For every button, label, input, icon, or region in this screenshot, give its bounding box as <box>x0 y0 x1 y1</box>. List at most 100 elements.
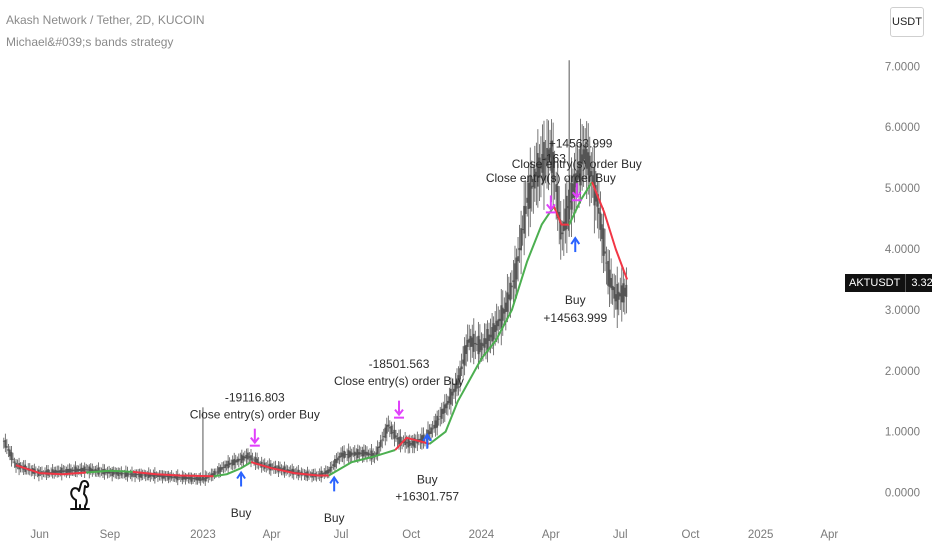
candle-body <box>553 176 556 180</box>
candle-body <box>88 466 91 474</box>
buy-arrow-head-icon <box>329 475 340 484</box>
candle-body <box>564 208 567 231</box>
candle-body <box>503 309 506 314</box>
candle-body <box>201 478 204 480</box>
candle-body <box>149 473 152 477</box>
candle-body <box>375 452 378 457</box>
candle-body <box>434 420 437 429</box>
candle-body <box>172 476 175 478</box>
band-segment <box>328 449 396 477</box>
candle-body <box>279 467 281 471</box>
candle-body <box>561 232 564 235</box>
candle-body <box>85 469 88 471</box>
x-tick-label: Jun <box>30 529 49 541</box>
candle-body <box>291 468 294 475</box>
candle-body <box>62 470 65 473</box>
candle-body <box>143 474 146 476</box>
candle-body <box>164 475 167 477</box>
y-tick-label: 4.0000 <box>885 244 920 256</box>
candle-body <box>352 453 355 455</box>
candle-body <box>399 436 402 446</box>
currency-unit-button[interactable]: USDT <box>890 7 924 37</box>
candle-body <box>5 446 8 448</box>
candle-body <box>193 477 196 480</box>
candle-body <box>604 251 606 254</box>
candle-body <box>366 451 368 456</box>
candle-body <box>76 468 78 472</box>
candle-body <box>337 457 339 461</box>
candle-body <box>498 318 501 322</box>
candle-body <box>500 305 503 329</box>
candle-body <box>501 307 504 321</box>
candle-body <box>385 424 388 434</box>
candle-body <box>392 432 394 433</box>
candle-body <box>573 173 576 198</box>
candle-body <box>50 472 53 473</box>
candle-body <box>91 469 94 472</box>
candle-body <box>215 472 217 474</box>
candle-body <box>124 470 127 477</box>
band-segment <box>394 436 430 451</box>
candle-body <box>419 438 422 442</box>
candle-body <box>512 280 515 282</box>
y-tick-label: 0.0000 <box>885 488 920 500</box>
candle-body <box>128 473 130 475</box>
candle-body <box>541 153 544 173</box>
candle-body <box>132 474 135 476</box>
x-tick-label: Apr <box>263 529 281 541</box>
candle-body <box>163 473 165 479</box>
buy-arrow-head-icon <box>236 470 246 480</box>
candle-body <box>459 368 461 380</box>
markers-layer <box>236 183 582 492</box>
candle-body <box>213 470 216 477</box>
candle-body <box>388 427 391 429</box>
candle-body <box>222 467 225 468</box>
candle-body <box>280 468 283 470</box>
candle-body <box>449 388 452 405</box>
band-segment <box>86 469 133 474</box>
candle-body <box>242 455 245 461</box>
candle-body <box>468 338 471 343</box>
candle-body <box>221 467 223 470</box>
candle-body <box>231 459 234 466</box>
candle-body <box>572 183 574 198</box>
candle-body <box>350 452 353 456</box>
annotations-layer: Buy -19116.803 Close entry(s) order Buy Buy… <box>190 136 642 525</box>
candle-body <box>341 452 344 457</box>
candle-body <box>240 454 243 463</box>
candle-body <box>192 477 194 480</box>
candle-body <box>361 450 364 457</box>
candle-body <box>404 439 407 446</box>
buy-arrow-head-icon <box>422 432 433 442</box>
candle-body <box>225 464 228 467</box>
candle-body <box>9 449 11 457</box>
candle-body <box>520 228 522 251</box>
y-tick-label: 3.0000 <box>885 305 920 317</box>
candle-body <box>477 335 480 355</box>
annotation-label: Close entry(s) order Buy <box>334 374 464 388</box>
candle-body <box>587 152 590 176</box>
candle-body <box>530 185 533 189</box>
candle-body <box>86 469 89 471</box>
candle-body <box>173 475 176 479</box>
candle-body <box>466 339 469 347</box>
candle-body <box>569 200 571 203</box>
candle-body <box>80 467 83 472</box>
candle-body <box>526 197 529 203</box>
candle-body <box>230 462 233 464</box>
candle-body <box>567 206 570 209</box>
annotation-label: -18501.563 <box>369 357 430 371</box>
candle-body <box>179 477 182 479</box>
candle-body <box>63 470 66 472</box>
candle-body <box>247 452 249 460</box>
candle-body <box>460 366 463 369</box>
last-price-value: 3.3221 <box>911 277 932 289</box>
candle-body <box>57 470 60 473</box>
candle-body <box>111 469 114 477</box>
candle-body <box>54 469 57 474</box>
candle-body <box>463 345 466 366</box>
candle-body <box>396 437 399 440</box>
candle-body <box>335 459 338 463</box>
